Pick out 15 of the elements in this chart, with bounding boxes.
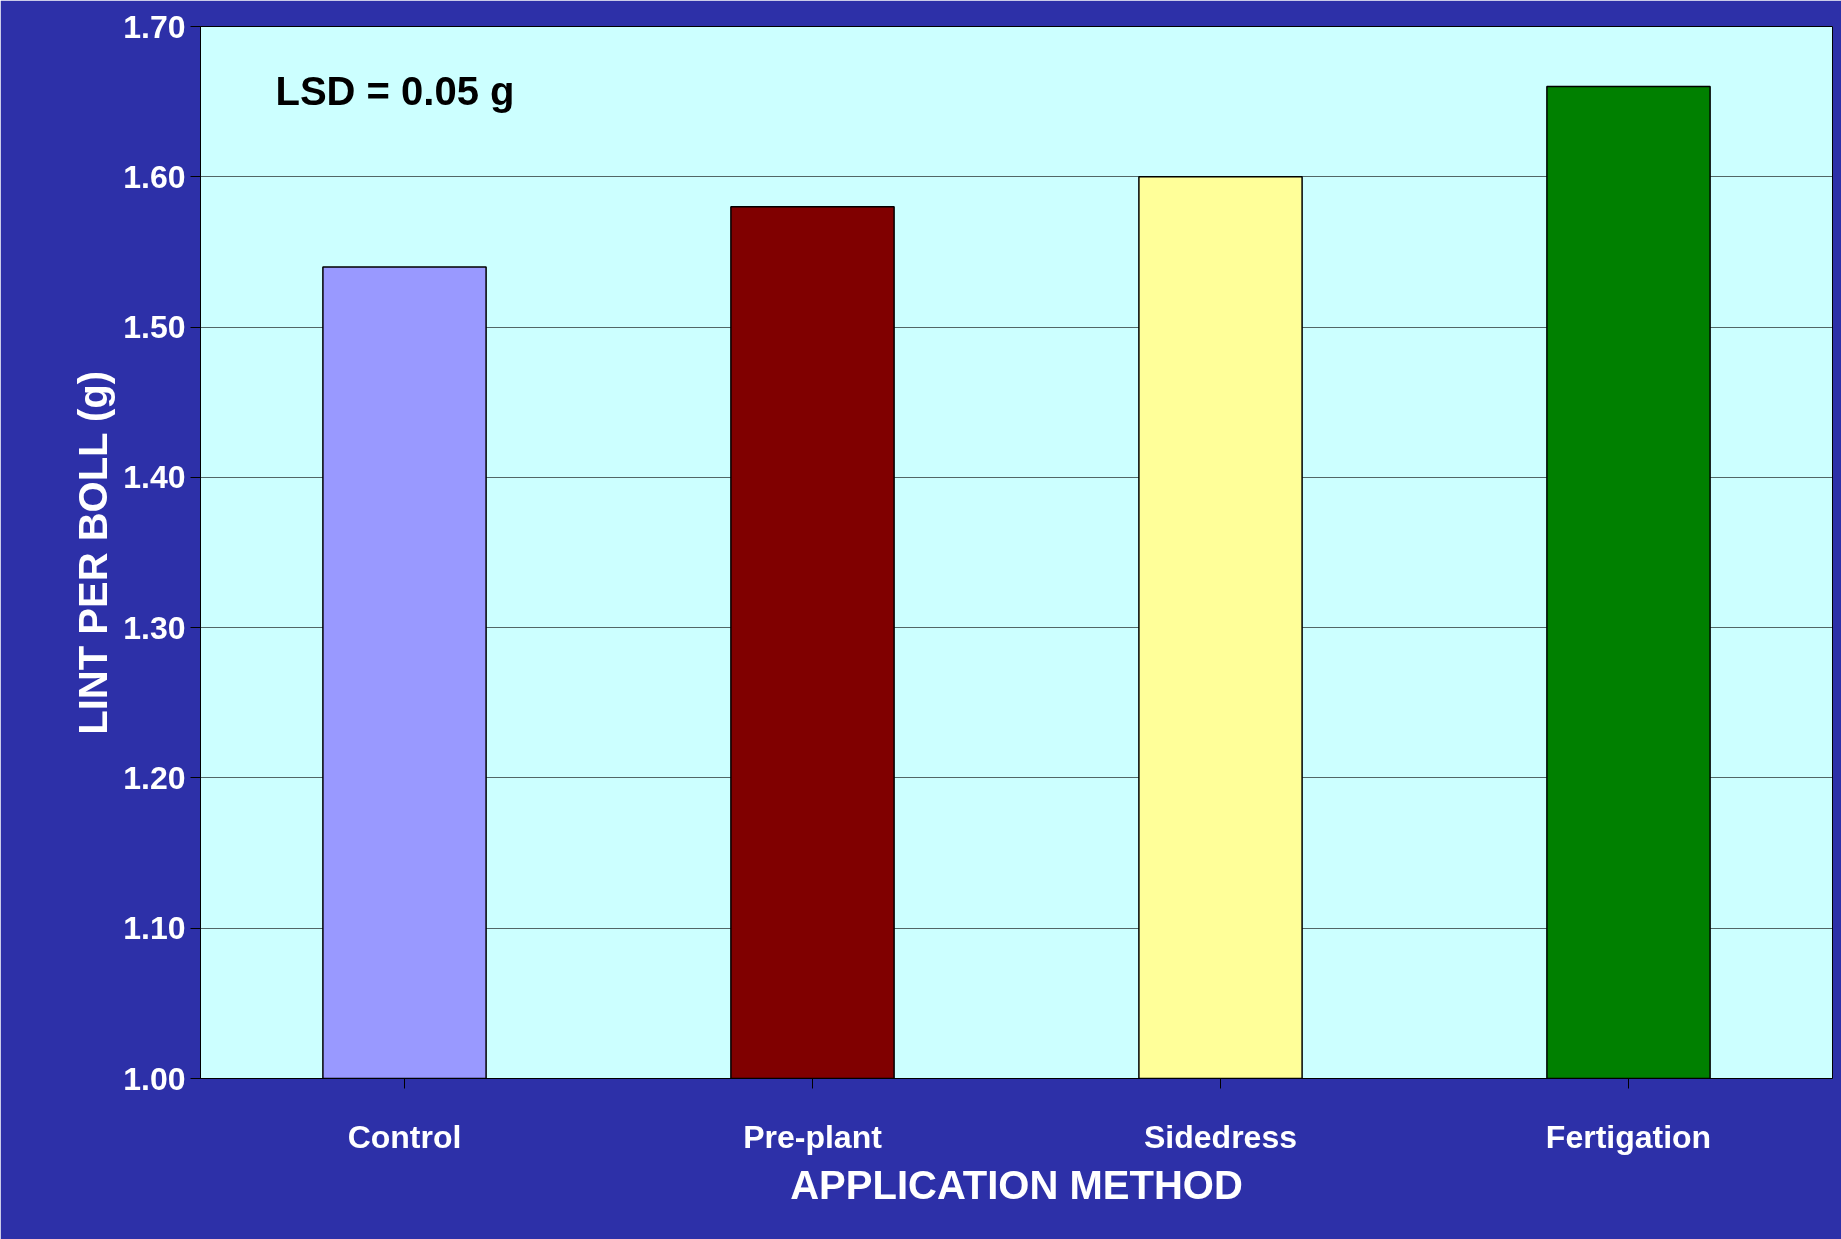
y-tick-label: 1.40	[123, 459, 186, 496]
y-axis-title: LINT PER BOLL (g)	[71, 371, 116, 735]
x-tick-label: Sidedress	[1144, 1118, 1297, 1155]
x-axis-title: APPLICATION METHOD	[790, 1162, 1243, 1207]
y-tick-label: 1.00	[123, 1060, 186, 1097]
x-tick-label: Pre-plant	[743, 1118, 883, 1155]
y-tick-label: 1.70	[123, 8, 186, 45]
x-tick-label: Fertigation	[1545, 1118, 1712, 1155]
y-tick-label: 1.50	[123, 309, 186, 346]
annotation: LSD = 0.05 g	[275, 68, 515, 113]
y-tick-label: 1.20	[123, 759, 186, 796]
x-tick-label: Control	[347, 1118, 462, 1155]
y-tick-label: 1.10	[123, 910, 186, 947]
y-tick-label: 1.60	[123, 158, 186, 195]
y-tick-label: 1.30	[123, 609, 186, 646]
